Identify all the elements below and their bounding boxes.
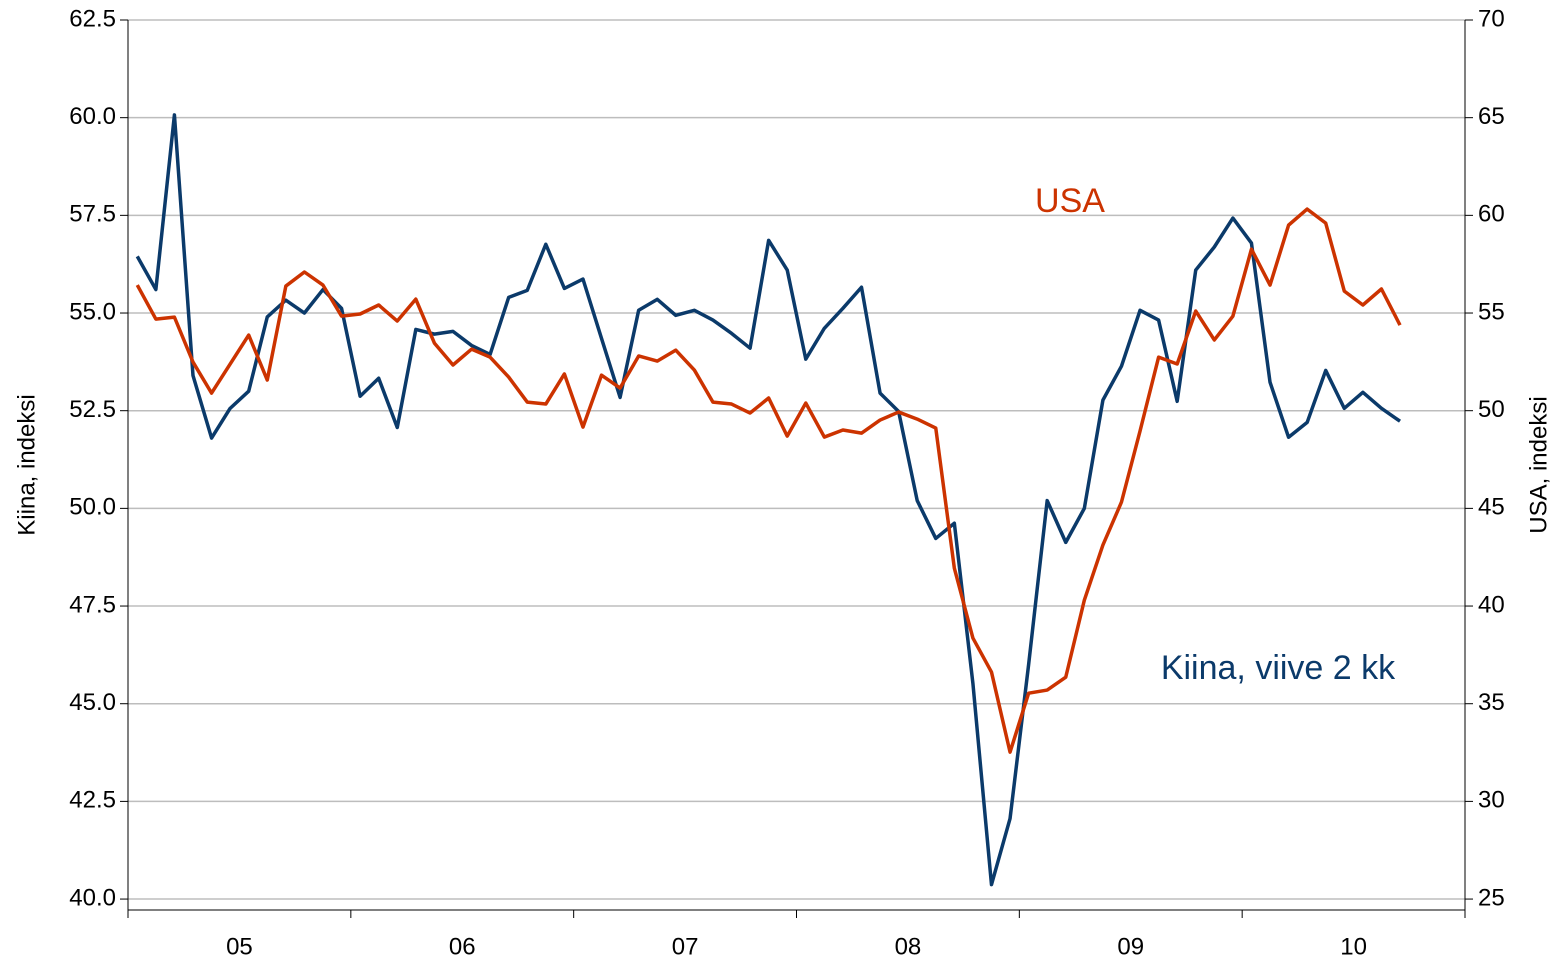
y2-tick-label: 60 (1478, 201, 1505, 228)
y-tick-label: 60.0 (69, 103, 116, 130)
y-tick-label: 57.5 (69, 201, 116, 228)
annotation: Kiina, viive 2 kk (1161, 649, 1396, 687)
y-tick-label: 62.5 (69, 5, 116, 32)
x-tick-label: 05 (226, 933, 253, 960)
y-tick-label: 50.0 (69, 494, 116, 521)
annotation: USA (1035, 182, 1105, 220)
y2-tick-label: 45 (1478, 494, 1505, 521)
series-line (135, 207, 1402, 754)
y-tick-label: 55.0 (69, 298, 116, 325)
y2-tick-label: 70 (1478, 5, 1505, 32)
x-tick-label: 07 (672, 933, 699, 960)
y2-tick-label: 55 (1478, 298, 1505, 325)
y-tick-label: 42.5 (69, 787, 116, 814)
y2-tick-label: 30 (1478, 787, 1505, 814)
y-tick-label: 52.5 (69, 396, 116, 423)
y-tick-label: 45.0 (69, 689, 116, 716)
x-tick-label: 06 (449, 933, 476, 960)
y2-tick-label: 65 (1478, 103, 1505, 130)
y-tick-label: 47.5 (69, 591, 116, 618)
y2-tick-label: 25 (1478, 884, 1505, 911)
y2-tick-label: 35 (1478, 689, 1505, 716)
x-tick-label: 10 (1340, 933, 1367, 960)
x-tick-label: 08 (895, 933, 922, 960)
y2-tick-label: 40 (1478, 591, 1505, 618)
y-tick-label: 40.0 (69, 884, 116, 911)
y-axis-label: Kiina, indeksi (13, 394, 40, 535)
x-tick-label: 09 (1117, 933, 1144, 960)
series-line (135, 113, 1402, 887)
y2-axis-label: USA, indeksi (1525, 396, 1552, 533)
y2-tick-label: 50 (1478, 396, 1505, 423)
